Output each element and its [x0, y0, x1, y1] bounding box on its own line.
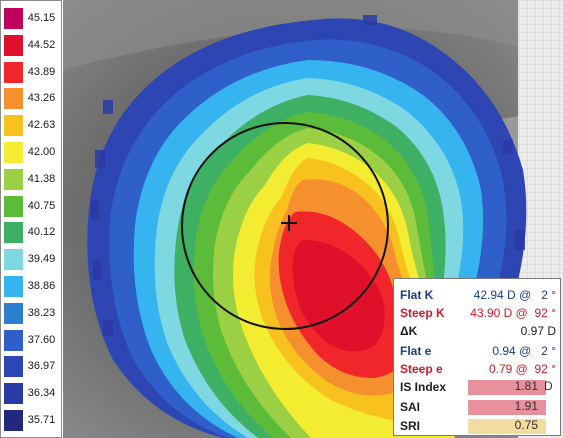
keratometry-panel: Flat K 42.94 D @ 2 ° Steep K 43.90 D @ 9… — [393, 278, 561, 436]
sri-bar — [468, 419, 546, 434]
scale-swatch — [4, 114, 23, 137]
scale-value: 37.60 — [27, 333, 56, 346]
scale-entry: 40.12 — [4, 221, 60, 244]
scale-value: 43.89 — [27, 65, 56, 78]
scale-value: 36.97 — [27, 360, 56, 373]
scale-value: 40.75 — [27, 199, 56, 212]
corneal-apex-cross — [281, 215, 297, 231]
scale-entry: 38.23 — [4, 301, 60, 324]
flat-k-row: Flat K 42.94 D @ 2 ° — [400, 286, 556, 304]
scale-value: 42.63 — [27, 119, 56, 132]
scale-entry: 45.15 — [4, 7, 60, 29]
scale-entry: 39.49 — [4, 248, 60, 271]
flat-k-label: Flat K — [400, 288, 434, 302]
flat-e-row: Flat e 0.94 @ 2 ° — [400, 342, 556, 360]
scale-value: 38.23 — [27, 306, 56, 319]
delta-k-row: ΔK 0.97 D — [400, 322, 556, 340]
flat-e-value: 0.94 @ 2 ° — [492, 344, 556, 358]
steep-k-label: Steep K — [400, 306, 445, 320]
is-index-row: IS Index — [400, 378, 556, 396]
scale-entry: 44.52 — [4, 33, 60, 56]
sai-row: SAI — [400, 398, 556, 416]
scale-swatch — [4, 7, 23, 29]
steep-e-row: Steep e 0.79 @ 92 ° — [400, 360, 556, 378]
flat-e-label: Flat e — [400, 344, 432, 358]
scale-swatch — [4, 33, 23, 56]
scale-entry: 35.71 — [4, 409, 60, 431]
flat-k-value: 42.94 D @ 2 ° — [473, 288, 556, 302]
scale-swatch — [4, 60, 23, 83]
steep-k-value: 43.90 D @ 92 ° — [470, 306, 556, 320]
scale-entry: 43.26 — [4, 87, 60, 110]
scale-entry: 36.34 — [4, 382, 60, 405]
scale-value: 45.15 — [27, 12, 56, 24]
scale-entry: 42.00 — [4, 141, 60, 163]
scale-swatch — [4, 301, 23, 324]
scale-entry: 37.60 — [4, 328, 60, 351]
sai-bar — [468, 400, 546, 415]
is-index-value: 1.81 — [514, 379, 538, 393]
scale-value: 35.71 — [27, 414, 56, 426]
scale-swatch — [4, 87, 23, 110]
pupil-circle — [181, 122, 389, 330]
scale-value: 41.38 — [27, 172, 56, 185]
scale-entry: 43.89 — [4, 60, 60, 83]
steep-e-value: 0.79 @ 92 ° — [488, 362, 556, 376]
scale-entry: 41.38 — [4, 167, 60, 190]
scale-swatch — [4, 409, 23, 431]
power-contour-bands — [87, 18, 527, 438]
scale-swatch — [4, 382, 23, 405]
is-index-unit: D — [544, 379, 553, 393]
scale-value: 36.34 — [27, 387, 56, 400]
scale-swatch — [4, 141, 23, 163]
steep-k-row: Steep K 43.90 D @ 92 ° — [400, 304, 556, 322]
scale-entry: 42.63 — [4, 114, 60, 137]
scale-swatch — [4, 275, 23, 297]
delta-k-value: 0.97 D — [520, 324, 556, 338]
scale-entry: 36.97 — [4, 355, 60, 378]
sri-label: SRI — [400, 419, 421, 433]
is-index-bar — [468, 380, 546, 395]
scale-value: 44.52 — [27, 38, 56, 51]
sai-value: 1.91 — [514, 399, 538, 413]
sai-label: SAI — [400, 400, 421, 414]
scale-swatch — [4, 194, 23, 217]
scale-value: 38.86 — [27, 280, 56, 292]
scale-entry: 38.86 — [4, 275, 60, 297]
scale-value: 39.49 — [27, 253, 56, 266]
scale-swatch — [4, 248, 23, 271]
steep-e-label: Steep e — [400, 362, 443, 376]
scale-value: 43.26 — [27, 92, 56, 105]
scale-swatch — [4, 221, 23, 244]
scale-value: 40.12 — [27, 226, 56, 239]
scale-entry: 40.75 — [4, 194, 60, 217]
scale-swatch — [4, 355, 23, 378]
color-scale-legend: 45.15 44.52 43.89 43.26 42.63 42.00 41.38 40.75… — [0, 0, 62, 438]
sri-row: SRI — [400, 417, 556, 435]
sri-value: 0.75 — [514, 418, 538, 432]
scale-value: 42.00 — [27, 146, 56, 158]
scale-swatch — [4, 328, 23, 351]
delta-k-label: ΔK — [400, 324, 418, 338]
is-index-label: IS Index — [400, 380, 447, 394]
scale-swatch — [4, 167, 23, 190]
